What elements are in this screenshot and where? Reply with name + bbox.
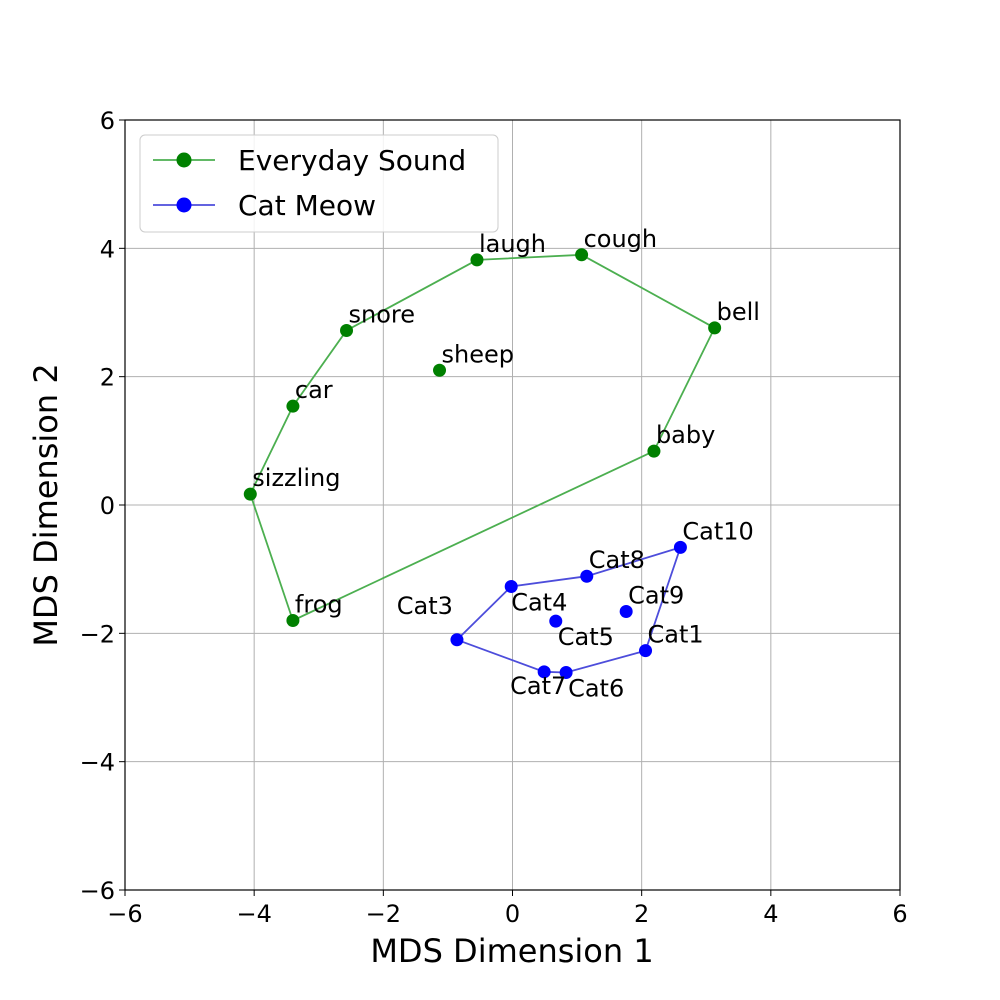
y-tick-label: 0	[100, 492, 115, 520]
point-label: Cat6	[568, 674, 624, 702]
point-label: Cat5	[558, 623, 614, 651]
y-tick-label: −6	[80, 877, 115, 905]
point-label: sizzling	[252, 464, 340, 492]
point-label: Cat9	[628, 582, 684, 610]
axis-ticks: −6 −4 −2 0 2 4 6 −6 −4 −2 0 2 4 6	[80, 107, 908, 928]
legend-label: Cat Meow	[238, 189, 376, 222]
point-label: baby	[656, 421, 715, 449]
point-label: cough	[584, 225, 658, 253]
data-point	[673, 540, 687, 554]
x-tick-label: −4	[236, 900, 271, 928]
data-point	[639, 644, 653, 658]
point-label: Cat8	[589, 546, 645, 574]
y-tick-label: 6	[100, 107, 115, 135]
data-point	[470, 253, 484, 267]
data-point	[537, 665, 551, 679]
data-point	[580, 569, 594, 583]
x-tick-label: −2	[366, 900, 401, 928]
x-tick-label: 2	[634, 900, 649, 928]
data-point	[708, 321, 722, 335]
data-point	[286, 399, 300, 413]
legend-marker	[176, 152, 192, 168]
data-point	[450, 633, 464, 647]
point-label: Cat10	[682, 517, 753, 545]
y-tick-label: 2	[100, 364, 115, 392]
y-tick-label: −2	[80, 620, 115, 648]
point-label: Cat4	[511, 588, 567, 616]
data-point	[619, 605, 633, 619]
legend-box	[139, 134, 499, 233]
point-label: frog	[295, 591, 343, 619]
y-tick-label: 4	[100, 235, 115, 263]
x-tick-label: 4	[763, 900, 778, 928]
x-tick-label: −6	[107, 900, 142, 928]
point-label: Cat1	[648, 621, 704, 649]
x-tick-label: 6	[892, 900, 907, 928]
data-point	[286, 614, 300, 627]
data-point	[340, 323, 354, 337]
point-label: car	[295, 376, 333, 404]
legend-label: Everyday Sound	[238, 144, 466, 177]
data-point	[504, 579, 518, 593]
series-layer	[243, 248, 722, 679]
x-tick-label: 0	[505, 900, 520, 928]
point-label: snore	[349, 300, 416, 328]
data-point	[647, 444, 661, 458]
data-point	[433, 363, 447, 377]
y-tick-label: −4	[80, 749, 115, 777]
point-label: laugh	[479, 230, 546, 258]
point-label: bell	[717, 298, 760, 326]
point-label: sheep	[442, 340, 514, 368]
y-axis-label: MDS Dimension 2	[27, 363, 65, 646]
series-line	[249, 253, 716, 622]
data-point	[575, 248, 589, 262]
data-point	[243, 487, 257, 501]
point-label: Cat7	[510, 672, 566, 700]
point-labels: laugh cough bell snore sheep car baby sizzling f…	[252, 225, 760, 703]
point-label: Cat3	[397, 592, 453, 620]
x-axis-label: MDS Dimension 1	[370, 932, 653, 970]
legend: Everyday Sound Cat Meow	[139, 134, 499, 233]
data-point	[549, 614, 563, 628]
legend-marker	[176, 197, 192, 213]
data-point	[559, 665, 573, 679]
